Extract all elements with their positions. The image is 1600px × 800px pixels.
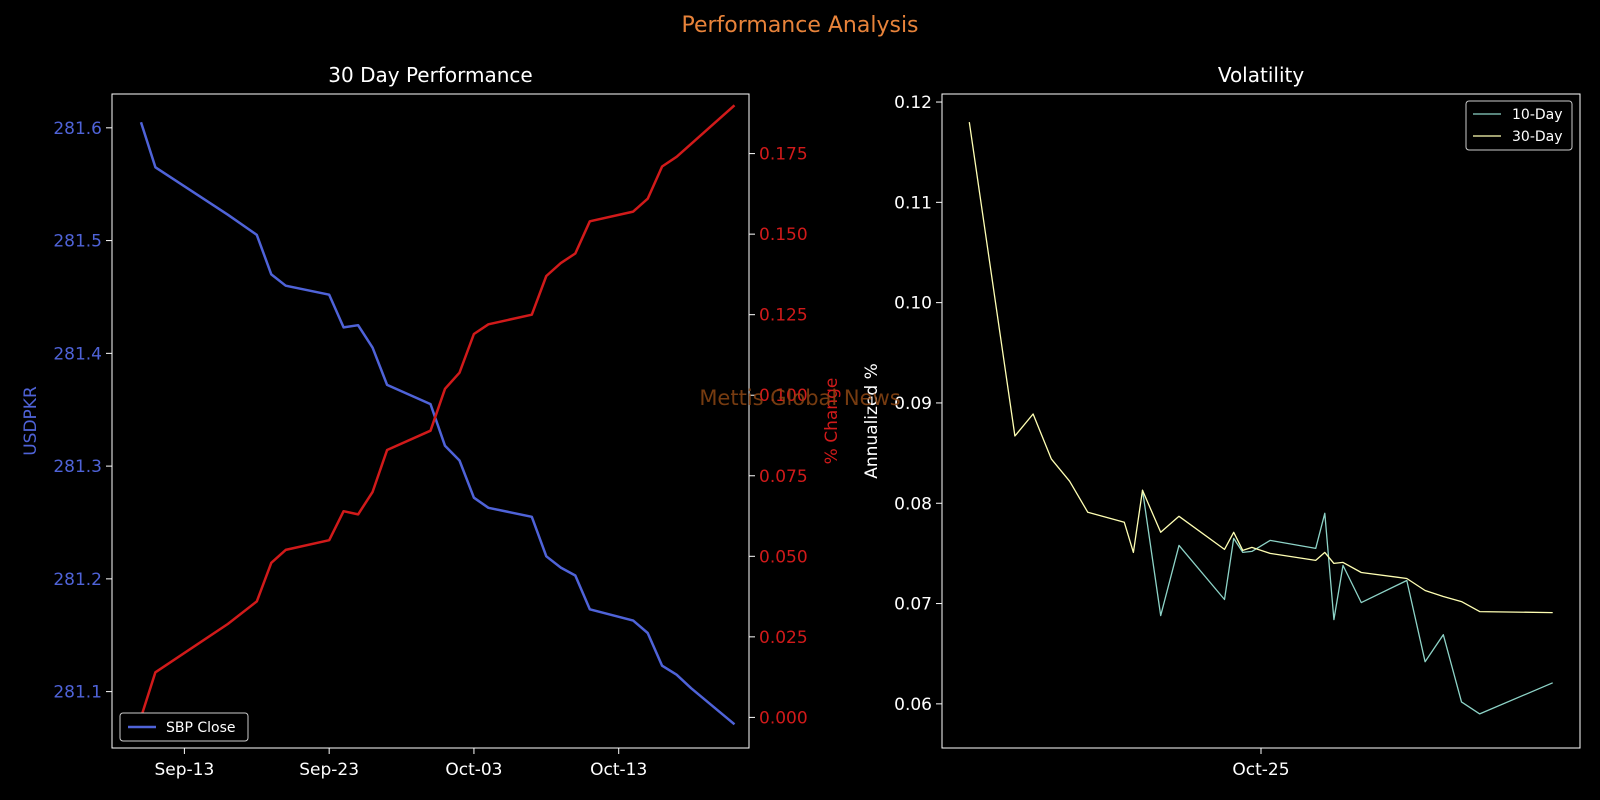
vol-y-tick-label-0-11: 0.11: [894, 193, 932, 213]
volatility-legend: 10-Day 30-Day: [1465, 100, 1573, 151]
performance-legend: SBP Close: [119, 712, 249, 742]
vol-y-tick-label-0-10: 0.10: [894, 294, 932, 314]
x-tick-label-oct-03: Oct-03: [445, 760, 502, 780]
volatility-legend-box: [1465, 100, 1573, 151]
usd-tick-label-281-4: 281.4: [53, 344, 102, 364]
legend-label-30-day: 30-Day: [1512, 129, 1563, 145]
pct-tick-label-0-125: 0.125: [759, 306, 808, 326]
usd-axis-label: USDPKR: [21, 386, 41, 456]
pct-tick-label-0-150: 0.150: [759, 225, 808, 245]
usd-tick-label-281-1: 281.1: [53, 683, 102, 703]
x-tick-label-sep-23: Sep-23: [299, 760, 359, 780]
vol-y-tick-label-0-09: 0.09: [894, 394, 932, 414]
legend-label-10-day: 10-Day: [1512, 107, 1563, 123]
pct-tick-label-0-025: 0.025: [759, 628, 808, 648]
pct-tick-label-0-175: 0.175: [759, 145, 808, 165]
series-line-sbp-close: [139, 121, 736, 726]
x-tick-label-oct-13: Oct-13: [590, 760, 647, 780]
pct-tick-label-0-100: 0.100: [759, 386, 808, 406]
x-tick-label-sep-13: Sep-13: [154, 760, 214, 780]
legend-label-sbp-close: SBP Close: [166, 720, 236, 736]
pct-y-ticks: 0.000 0.025 0.050 0.075 0.100 0.125 0.150 0.175: [749, 145, 808, 728]
series-line-10-day: [1141, 490, 1553, 715]
pct-tick-label-0-075: 0.075: [759, 467, 808, 487]
series-line-change: [139, 104, 736, 718]
performance-legend-box: [119, 712, 249, 742]
usd-tick-label-281-2: 281.2: [53, 570, 102, 590]
volatility-y-ticks: 0.06 0.07 0.08 0.09 0.10 0.11 0.12: [894, 93, 942, 715]
watermark: Mettis Global News: [699, 386, 900, 410]
performance-panel: 30 Day Performance USDPKR % Change Sep-1…: [21, 63, 842, 780]
volatility-series: [968, 122, 1553, 715]
volatility-y-axis-label: Annualized %: [862, 363, 882, 479]
usd-y-ticks: 281.1 281.2 281.3 281.4 281.5 281.6: [53, 119, 112, 703]
pct-tick-label-0-000: 0.000: [759, 708, 808, 728]
usd-tick-label-281-3: 281.3: [53, 457, 102, 477]
vol-x-tick-label-oct-25: Oct-25: [1232, 760, 1289, 780]
pct-axis-label: % Change: [822, 378, 842, 465]
performance-plot-frame: [111, 93, 750, 749]
vol-y-tick-label-0-08: 0.08: [894, 494, 932, 514]
performance-title: 30 Day Performance: [328, 63, 532, 87]
figure-title: Performance Analysis: [681, 13, 918, 38]
performance-x-ticks: Sep-13 Sep-23 Oct-03 Oct-13: [154, 748, 647, 780]
volatility-panel: Volatility Annualized % Oct-25 0.060.070…: [862, 63, 1581, 780]
usd-tick-label-281-5: 281.5: [53, 232, 102, 252]
volatility-x-ticks: Oct-25: [1232, 748, 1290, 780]
volatility-title: Volatility: [1218, 63, 1305, 87]
vol-y-tick-label-0-07: 0.07: [894, 595, 932, 615]
performance-series: [139, 104, 736, 726]
series-line-30-day: [968, 122, 1553, 614]
pct-tick-label-0-050: 0.050: [759, 547, 808, 567]
vol-y-tick-label-0-12: 0.12: [894, 93, 932, 113]
usd-tick-label-281-6: 281.6: [53, 119, 102, 139]
vol-y-tick-label-0-06: 0.06: [894, 695, 932, 715]
